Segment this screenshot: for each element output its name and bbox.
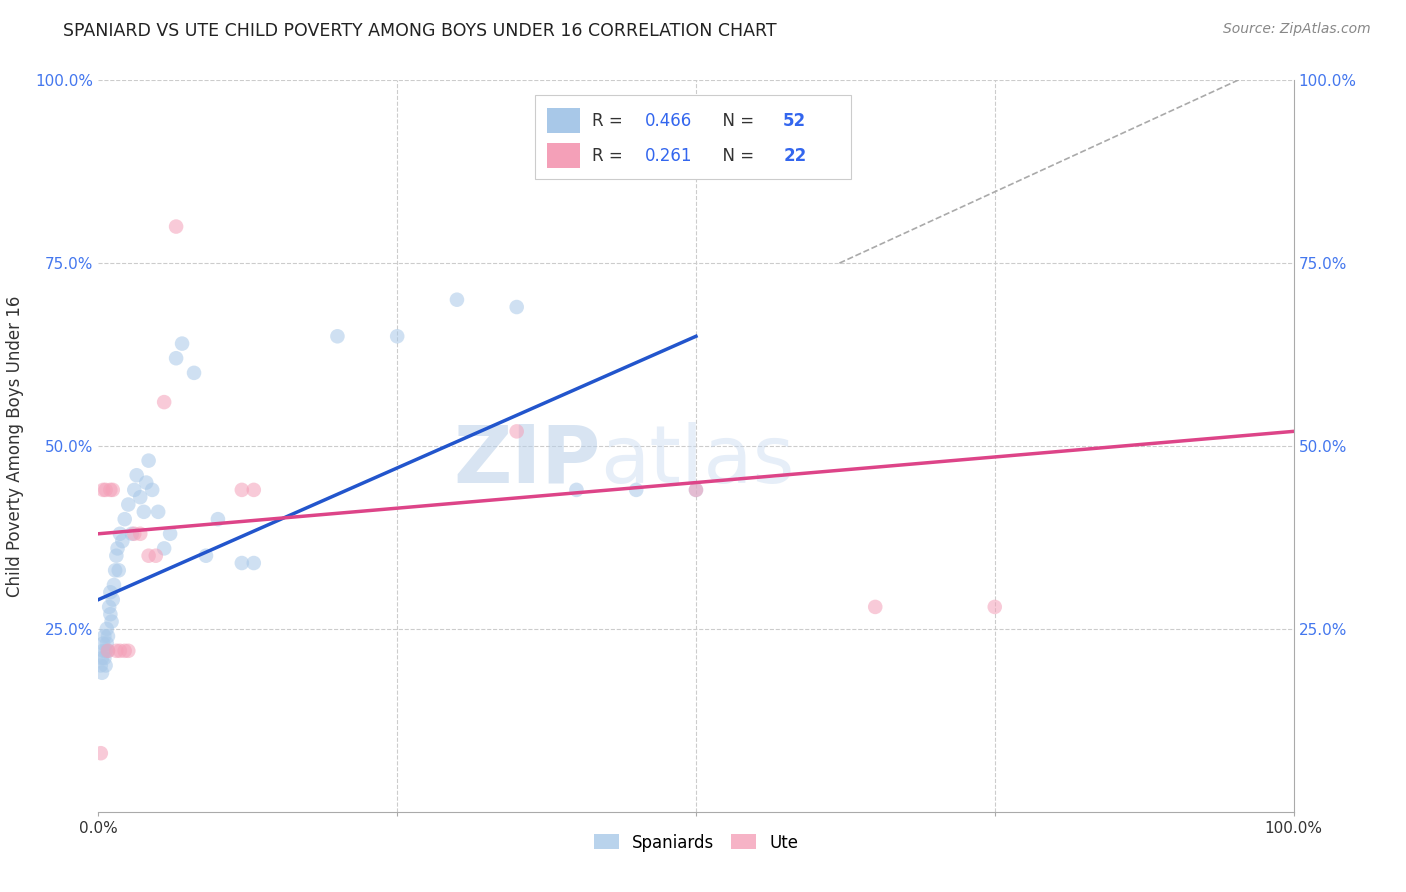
Point [98,599,121,614]
Point [90,746,112,760]
Point [172,336,194,351]
Text: R =: R = [592,112,628,129]
FancyBboxPatch shape [534,95,852,179]
Point [117,498,139,512]
Text: ZIP: ZIP [453,422,600,500]
FancyBboxPatch shape [547,144,581,168]
Point [326,329,349,343]
Point [97,644,120,658]
Point [685,483,707,497]
Point [96,636,118,650]
Point [865,599,887,614]
Point [111,534,134,549]
Point [243,483,266,497]
Text: Source: ZipAtlas.com: Source: ZipAtlas.com [1223,22,1371,37]
Point [91,644,114,658]
Point [91,483,114,497]
Point [103,578,125,592]
Point [124,483,146,497]
Point [148,505,170,519]
Y-axis label: Child Poverty Among Boys Under 16: Child Poverty Among Boys Under 16 [7,295,24,597]
Point [101,592,124,607]
Text: N =: N = [711,146,759,165]
Point [101,483,124,497]
Point [94,644,117,658]
Point [565,483,588,497]
Point [91,651,114,665]
Point [121,526,143,541]
Point [243,556,266,570]
Point [108,526,131,541]
Point [124,526,146,541]
Text: SPANIARD VS UTE CHILD POVERTY AMONG BOYS UNDER 16 CORRELATION CHART: SPANIARD VS UTE CHILD POVERTY AMONG BOYS… [63,22,778,40]
Point [626,483,648,497]
Text: 0.261: 0.261 [644,146,692,165]
Text: N =: N = [711,112,759,129]
Point [93,629,115,643]
Text: 52: 52 [783,112,806,129]
Point [506,300,529,314]
Point [446,293,468,307]
Point [685,483,707,497]
Point [114,512,136,526]
Point [165,219,187,234]
FancyBboxPatch shape [547,108,581,133]
Point [159,526,181,541]
Point [129,490,152,504]
Point [183,366,205,380]
Point [195,549,218,563]
Point [96,622,118,636]
Point [231,556,253,570]
Point [93,651,115,665]
Point [114,644,136,658]
Point [153,541,176,556]
Point [108,644,131,658]
Point [105,644,128,658]
Point [107,563,129,577]
Point [98,483,122,497]
Point [104,563,127,577]
Point [165,351,187,366]
Point [145,549,167,563]
Point [141,483,163,497]
Point [129,526,152,541]
Point [94,483,117,497]
Text: 22: 22 [783,146,807,165]
Point [506,425,529,439]
Legend: Spaniards, Ute: Spaniards, Ute [588,827,804,858]
Point [100,615,122,629]
Point [98,607,122,622]
Point [117,644,139,658]
Point [105,549,128,563]
Point [97,629,120,643]
Point [98,585,122,599]
Text: 0.466: 0.466 [644,112,692,129]
Point [107,541,129,556]
Point [385,329,409,343]
Point [135,475,157,490]
Point [91,665,114,680]
Point [138,453,160,467]
Point [91,636,114,650]
Point [153,395,176,409]
Point [231,483,253,497]
Point [125,468,148,483]
Point [984,599,1007,614]
Point [90,658,112,673]
Point [207,512,229,526]
Text: R =: R = [592,146,628,165]
Point [138,549,160,563]
Point [94,658,117,673]
Text: atlas: atlas [600,422,794,500]
Point [132,505,155,519]
Point [97,644,120,658]
